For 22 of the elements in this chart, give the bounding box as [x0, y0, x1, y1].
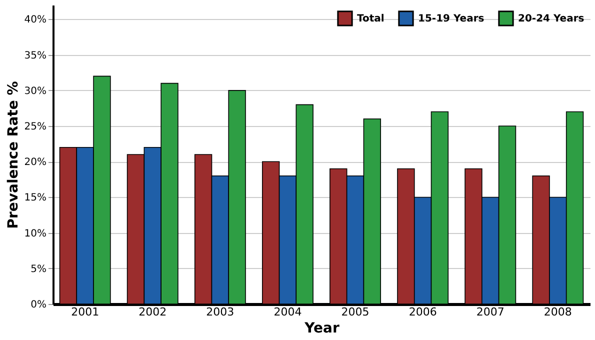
y-tick-label: 30%: [24, 86, 46, 97]
x-tick-label: 2008: [544, 306, 572, 318]
legend-label: Total: [357, 13, 384, 24]
y-tick-label: 20%: [24, 157, 46, 168]
x-tick-label: 2001: [71, 306, 100, 318]
y-axis-title: Prevalence Rate %: [5, 81, 22, 229]
y-tick-label: 25%: [24, 122, 46, 133]
x-tick-label: 2005: [341, 306, 370, 318]
y-tick-label: 0%: [30, 300, 46, 310]
legend-label: 15-19 Years: [418, 13, 484, 24]
x-tick-label: 2006: [408, 306, 437, 318]
x-tick-label: 2003: [206, 306, 234, 318]
x-tick-label: 2004: [274, 306, 302, 318]
legend-label: 20-24 Years: [518, 13, 584, 24]
y-tick-label: 10%: [24, 228, 46, 240]
y-tick-label: 15%: [24, 192, 46, 204]
x-tick-label: 2007: [476, 306, 504, 318]
x-tick-label: 2002: [138, 306, 167, 318]
y-tick-label: 35%: [24, 50, 46, 62]
y-tick-label: 5%: [30, 264, 46, 275]
x-axis-title: Year: [304, 320, 340, 336]
y-tick-label: 40%: [24, 14, 46, 26]
